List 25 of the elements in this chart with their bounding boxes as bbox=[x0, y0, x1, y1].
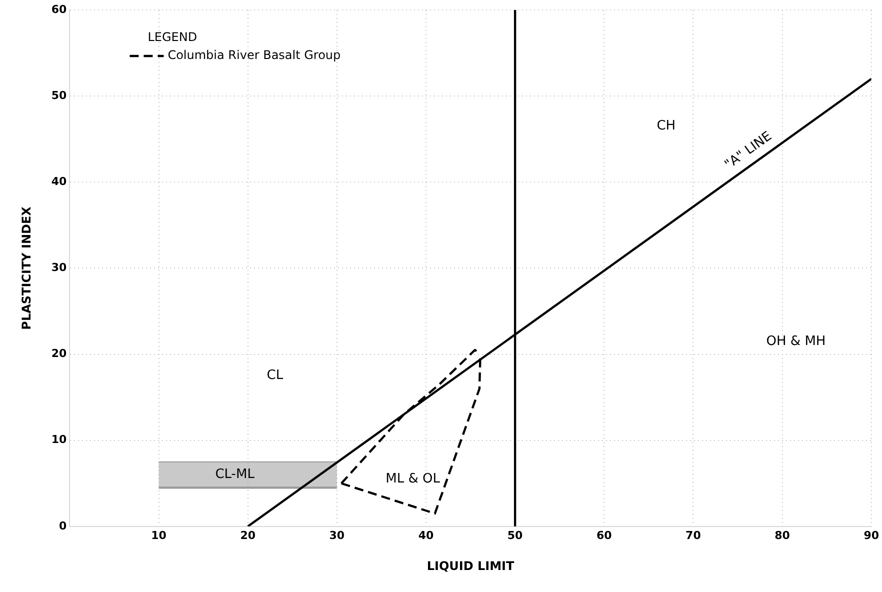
y-tick-label: 60 bbox=[51, 2, 68, 16]
y-tick-label: 30 bbox=[51, 261, 68, 274]
x-axis-title: LIQUID LIMIT bbox=[426, 558, 516, 573]
x-tick-label: 40 bbox=[418, 528, 434, 542]
y-axis-title: PLASTICITY INDEX bbox=[19, 206, 34, 330]
x-tick-label: 90 bbox=[864, 528, 880, 542]
legend-label: Columbia River Basalt Group bbox=[168, 48, 341, 62]
annotation: CL bbox=[266, 368, 284, 383]
y-tick-label: 50 bbox=[51, 88, 68, 102]
x-tick-label: 10 bbox=[151, 528, 167, 542]
annotation: OH & MH bbox=[766, 334, 826, 349]
y-tick-label: 10 bbox=[51, 433, 68, 446]
x-tick-label: 30 bbox=[329, 528, 345, 542]
y-tick-label: 20 bbox=[51, 347, 68, 360]
x-tick-label: 50 bbox=[507, 528, 524, 542]
legend-title: LEGEND bbox=[148, 30, 198, 44]
x-tick-label: 70 bbox=[686, 528, 702, 542]
annotation: CH bbox=[656, 118, 676, 134]
x-tick-label: 60 bbox=[596, 528, 612, 542]
annotation: CL-ML bbox=[215, 467, 256, 482]
annotation: ML & OL bbox=[386, 471, 441, 486]
x-tick-label: 80 bbox=[774, 528, 790, 542]
x-tick-label: 20 bbox=[240, 528, 256, 542]
y-tick-label: 40 bbox=[51, 174, 68, 188]
y-tick-label: 0 bbox=[59, 519, 68, 532]
